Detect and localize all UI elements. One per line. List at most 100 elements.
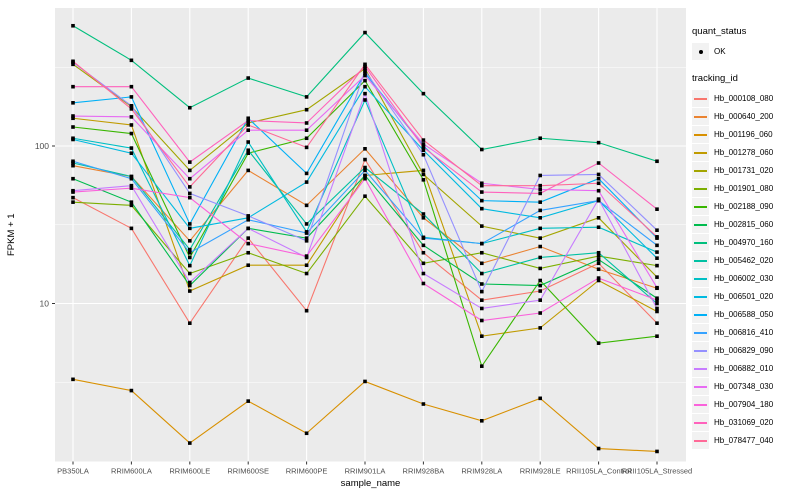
- legend-item-Hb_002815_060: Hb_002815_060: [692, 216, 800, 233]
- line-swatch-icon: [694, 277, 707, 280]
- legend-item-label: Hb_006882_010: [714, 364, 774, 373]
- data-point-Hb_000640_200: [71, 163, 75, 168]
- data-point-Hb_001901_080: [71, 200, 75, 204]
- data-point-Hb_007348_030: [655, 285, 659, 290]
- data-point-Hb_001731_020: [246, 121, 250, 125]
- legend-item-Hb_005462_020: Hb_005462_020: [692, 252, 800, 269]
- data-point-Hb_000108_080: [129, 226, 134, 231]
- data-point-Hb_006882_010: [596, 197, 601, 201]
- legend-item-Hb_031069_020: Hb_031069_020: [692, 414, 800, 431]
- data-point-Hb_006816_410: [538, 208, 542, 213]
- data-point-Hb_004970_160: [129, 58, 134, 63]
- plot-panel: [55, 8, 686, 462]
- data-point-Hb_006588_050: [71, 101, 75, 105]
- x-tick-label: RRIM600LE: [169, 467, 210, 476]
- data-point-Hb_006816_410: [188, 250, 192, 255]
- data-point-Hb_007348_030: [421, 142, 426, 146]
- legend-key-box: [692, 306, 709, 323]
- data-point-Hb_006829_090: [596, 172, 601, 177]
- data-point-Hb_002815_060: [655, 296, 659, 301]
- data-point-Hb_001196_060: [421, 402, 426, 406]
- legend-key-box: [692, 126, 709, 143]
- data-point-Hb_002815_060: [304, 236, 309, 240]
- data-point-Hb_006501_020: [480, 206, 484, 211]
- data-point-Hb_006588_050: [304, 171, 309, 176]
- legend-item-Hb_001278_060: Hb_001278_060: [692, 144, 800, 161]
- data-point-Hb_007348_030: [188, 176, 192, 181]
- legend-item-Hb_006816_410: Hb_006816_410: [692, 324, 800, 341]
- data-point-Hb_006882_010: [188, 280, 192, 285]
- data-point-Hb_031069_020: [129, 84, 134, 89]
- data-point-Hb_000640_200: [188, 239, 192, 243]
- data-point-Hb_002815_060: [421, 243, 426, 248]
- data-point-Hb_006588_050: [129, 95, 134, 99]
- legend-item-Hb_007904_180: Hb_007904_180: [692, 396, 800, 413]
- data-point-Hb_007904_180: [304, 254, 309, 258]
- data-point-Hb_006829_090: [538, 173, 542, 178]
- data-point-Hb_002815_060: [480, 282, 484, 286]
- legend-item-Hb_007348_030: Hb_007348_030: [692, 378, 800, 395]
- data-point-Hb_006501_020: [655, 256, 659, 260]
- legend-item-label: Hb_001731_020: [714, 166, 774, 175]
- data-point-Hb_006816_410: [71, 159, 75, 164]
- legend-item-label: Hb_007904_180: [714, 400, 774, 409]
- legend-key-box: [692, 162, 709, 179]
- data-point-Hb_001196_060: [480, 418, 484, 423]
- data-point-Hb_006816_410: [421, 236, 426, 240]
- legend-key-box: [692, 216, 709, 233]
- data-point-Hb_006816_410: [129, 176, 134, 181]
- data-point-Hb_001731_020: [304, 107, 309, 112]
- data-point-Hb_001731_020: [480, 224, 484, 228]
- data-point-Hb_005462_020: [363, 165, 367, 170]
- y-tick-label: 10: [40, 299, 50, 309]
- data-point-Hb_001731_020: [596, 216, 601, 220]
- data-point-Hb_001731_020: [363, 66, 367, 71]
- line-swatch-icon: [694, 169, 707, 172]
- data-point-Hb_001278_060: [246, 263, 250, 268]
- data-point-Hb_006501_020: [188, 226, 192, 231]
- data-point-Hb_000640_200: [304, 203, 309, 208]
- data-point-Hb_001731_020: [71, 62, 75, 67]
- x-tick-label: RRII105LA_Control: [566, 467, 631, 476]
- data-point-Hb_005462_020: [246, 148, 250, 153]
- line-swatch-icon: [694, 97, 707, 100]
- data-point-Hb_001901_080: [363, 194, 367, 199]
- data-point-Hb_000108_080: [480, 298, 484, 302]
- legend-item-label: Hb_006588_050: [714, 310, 774, 319]
- legend-item-label: Hb_000108_080: [714, 94, 774, 103]
- data-point-Hb_006882_010: [246, 226, 250, 231]
- legend-key-box: [692, 288, 709, 305]
- data-point-Hb_002188_090: [304, 136, 309, 141]
- data-point-Hb_000640_200: [246, 168, 250, 173]
- data-point-Hb_007904_180: [596, 276, 601, 280]
- data-point-Hb_006588_050: [538, 200, 542, 204]
- data-point-Hb_000108_080: [71, 195, 75, 200]
- data-point-Hb_006002_030: [129, 146, 134, 150]
- legend-key-box: [692, 396, 709, 413]
- data-point-Hb_001196_060: [129, 388, 134, 393]
- data-point-Hb_001901_080: [596, 254, 601, 258]
- data-point-Hb_006501_020: [538, 216, 542, 220]
- legend-item-label: Hb_006002_030: [714, 274, 774, 283]
- data-point-Hb_001278_060: [596, 278, 601, 283]
- data-point-Hb_006002_030: [655, 250, 659, 254]
- data-point-Hb_007904_180: [129, 186, 134, 190]
- x-tick-label: RRIM600LA: [111, 467, 152, 476]
- data-point-Hb_001731_020: [421, 172, 426, 177]
- data-point-Hb_006002_030: [596, 225, 601, 230]
- data-point-Hb_006501_020: [246, 216, 250, 220]
- data-point-Hb_004970_160: [304, 95, 309, 99]
- line-swatch-icon: [694, 133, 707, 136]
- line-swatch-icon: [694, 385, 707, 388]
- data-point-Hb_006501_020: [421, 148, 426, 153]
- data-point-Hb_078477_040: [655, 235, 659, 239]
- data-point-Hb_005462_020: [188, 247, 192, 252]
- data-point-Hb_006816_410: [363, 168, 367, 173]
- legend-item-Hb_006588_050: Hb_006588_050: [692, 306, 800, 323]
- legend-item-label: OK: [714, 47, 726, 56]
- legend-key-box: [692, 234, 709, 251]
- line-swatch-icon: [694, 295, 707, 298]
- data-point-Hb_031069_020: [596, 161, 601, 165]
- legend-item-label: Hb_004970_160: [714, 238, 774, 247]
